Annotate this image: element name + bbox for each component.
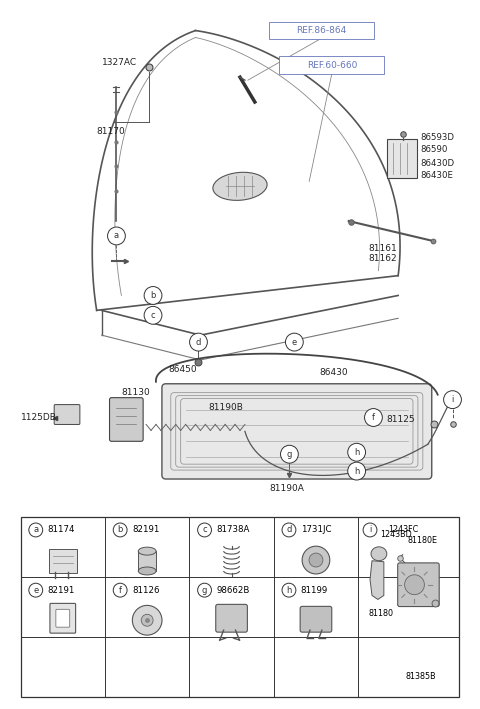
Text: c: c	[151, 311, 156, 320]
Circle shape	[113, 523, 127, 537]
Text: 1731JC: 1731JC	[301, 525, 331, 535]
Ellipse shape	[371, 547, 387, 561]
FancyBboxPatch shape	[162, 384, 432, 479]
FancyBboxPatch shape	[216, 604, 247, 632]
Text: 81738A: 81738A	[216, 525, 250, 535]
Text: 81180: 81180	[368, 608, 393, 618]
Circle shape	[444, 391, 461, 408]
FancyBboxPatch shape	[50, 603, 76, 633]
Circle shape	[348, 462, 366, 480]
FancyBboxPatch shape	[269, 22, 374, 40]
Text: h: h	[286, 586, 292, 595]
Text: 86430: 86430	[319, 369, 348, 377]
Circle shape	[282, 523, 296, 537]
Circle shape	[29, 523, 43, 537]
Text: g: g	[202, 586, 207, 595]
Circle shape	[286, 333, 303, 351]
FancyBboxPatch shape	[398, 563, 439, 606]
Circle shape	[198, 523, 212, 537]
FancyBboxPatch shape	[21, 517, 459, 697]
Text: 1243BD: 1243BD	[380, 530, 412, 540]
Text: 81162: 81162	[369, 255, 397, 263]
Text: d: d	[286, 525, 292, 535]
Circle shape	[280, 445, 298, 463]
Text: 81190A: 81190A	[270, 484, 304, 493]
Text: 81170: 81170	[96, 127, 125, 136]
Circle shape	[282, 584, 296, 597]
Text: 81385B: 81385B	[406, 671, 436, 681]
Text: 82191: 82191	[48, 586, 75, 595]
Text: i: i	[369, 525, 371, 535]
Text: 1243FC: 1243FC	[388, 525, 418, 535]
Polygon shape	[370, 561, 384, 599]
Text: e: e	[33, 586, 38, 595]
FancyBboxPatch shape	[138, 551, 156, 571]
Text: 1327AC: 1327AC	[102, 58, 137, 67]
Text: 81125: 81125	[386, 415, 415, 424]
FancyBboxPatch shape	[300, 606, 332, 632]
Circle shape	[190, 333, 207, 351]
FancyBboxPatch shape	[49, 549, 77, 573]
Text: h: h	[354, 447, 360, 457]
FancyBboxPatch shape	[54, 405, 80, 425]
Text: e: e	[292, 337, 297, 347]
Text: 1125DB: 1125DB	[21, 413, 57, 422]
Circle shape	[113, 584, 127, 597]
Text: 81126: 81126	[132, 586, 159, 595]
Text: 82191: 82191	[132, 525, 159, 535]
Circle shape	[348, 443, 366, 461]
Text: a: a	[33, 525, 38, 535]
Ellipse shape	[213, 172, 267, 201]
Text: 86450: 86450	[169, 365, 197, 374]
Circle shape	[144, 286, 162, 304]
Circle shape	[141, 614, 153, 626]
Text: 81174: 81174	[48, 525, 75, 535]
Text: 81190B: 81190B	[208, 403, 243, 412]
Text: i: i	[451, 395, 454, 404]
FancyBboxPatch shape	[278, 56, 384, 74]
Text: 81130: 81130	[121, 389, 150, 397]
Text: f: f	[119, 586, 121, 595]
Text: f: f	[372, 413, 375, 422]
Circle shape	[364, 408, 383, 426]
Circle shape	[302, 546, 330, 574]
Ellipse shape	[138, 547, 156, 555]
Text: 81199: 81199	[301, 586, 328, 595]
Text: b: b	[118, 525, 123, 535]
Text: 86430D: 86430D	[420, 159, 454, 168]
FancyBboxPatch shape	[387, 139, 417, 179]
Text: 86590: 86590	[420, 145, 447, 154]
Circle shape	[29, 584, 43, 597]
Text: c: c	[202, 525, 207, 535]
Text: d: d	[196, 337, 201, 347]
Text: 86593D: 86593D	[420, 133, 454, 143]
Text: 81180E: 81180E	[408, 536, 438, 545]
Circle shape	[144, 306, 162, 324]
Circle shape	[108, 227, 125, 245]
Text: 81161: 81161	[369, 245, 397, 253]
Text: REF.60-660: REF.60-660	[307, 61, 357, 69]
Text: h: h	[354, 467, 360, 476]
FancyBboxPatch shape	[56, 609, 70, 627]
Text: a: a	[114, 231, 119, 240]
FancyBboxPatch shape	[109, 398, 143, 441]
Circle shape	[405, 575, 424, 595]
Ellipse shape	[138, 567, 156, 575]
Text: b: b	[150, 291, 156, 300]
Circle shape	[363, 523, 377, 537]
Text: 98662B: 98662B	[216, 586, 250, 595]
Text: REF.86-864: REF.86-864	[296, 26, 346, 35]
Circle shape	[132, 605, 162, 635]
Circle shape	[309, 553, 323, 567]
Text: 86430E: 86430E	[420, 171, 453, 180]
Circle shape	[198, 584, 212, 597]
Text: g: g	[287, 450, 292, 459]
